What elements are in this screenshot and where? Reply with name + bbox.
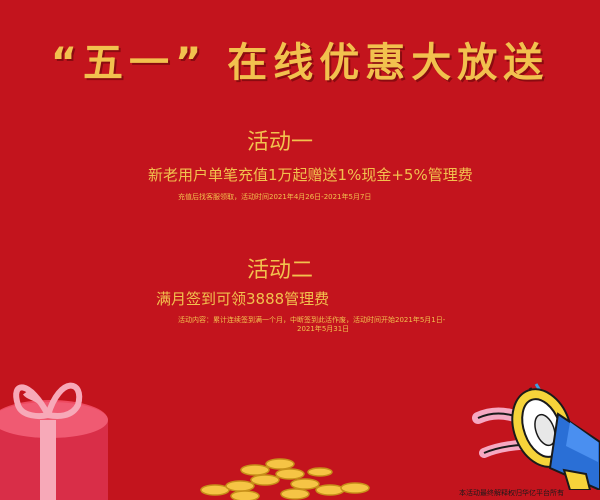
activity-2-note-line-1: 活动内容：累计连续签到满一个月，中断签到此活作废，活动时间开始2021年5月1日… <box>178 316 446 324</box>
headline: “五一” 在线优惠大放送 <box>50 40 550 86</box>
activity-2-title: 活动二 <box>246 258 313 283</box>
activity-1-main-text: 新老用户单笔充值1万起赠送1%现金+5%管理费 <box>148 166 473 184</box>
activity-2-note-line-2: 2021年5月31日 <box>297 325 350 333</box>
activity-2-main-text: 满月签到可领3888管理费 <box>156 290 330 308</box>
activity-1-note: 充值后找客服领取，活动时间2021年4月26日-2021年5月7日 <box>178 193 372 201</box>
footer-disclaimer: 本活动最终解释权归华亿平台所有 <box>459 489 564 497</box>
activity-1-title: 活动一 <box>246 130 313 155</box>
gift-box-icon <box>0 382 108 500</box>
loudspeaker-icon <box>472 383 600 490</box>
gold-coins-icon <box>200 458 370 500</box>
